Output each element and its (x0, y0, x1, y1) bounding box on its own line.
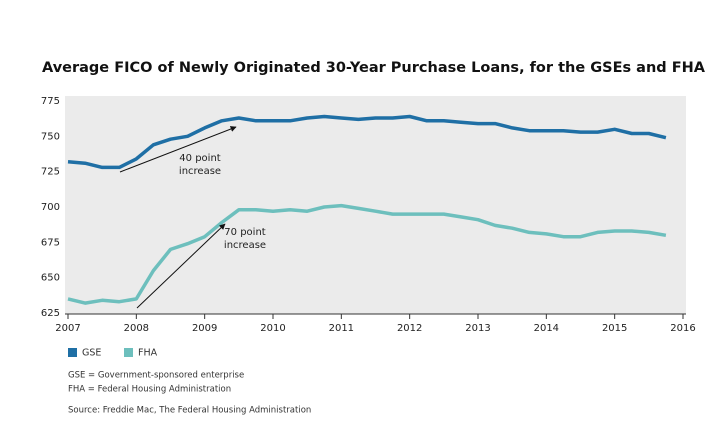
y-tick-label: 675 (41, 237, 60, 248)
x-tick-label: 2011 (329, 323, 354, 334)
x-tick-label: 2012 (397, 323, 422, 334)
annotation-text: 40 point (179, 153, 220, 164)
series-line (67, 203, 667, 305)
x-tick-label: 2013 (465, 323, 490, 334)
legend-swatch (124, 348, 133, 357)
y-tick-label: 625 (41, 308, 60, 319)
annotation-arrow (136, 223, 226, 309)
y-tick-label: 700 (41, 202, 60, 213)
y-tick-label: 750 (41, 131, 60, 142)
footnote: FHA = Federal Housing Administration (68, 385, 231, 395)
y-tick-label: 650 (41, 273, 60, 284)
chart-title: Average FICO of Newly Originated 30-Year… (42, 60, 706, 76)
x-tick-label: 2015 (602, 323, 627, 334)
plot-background (65, 96, 686, 314)
x-tick-label: 2007 (55, 323, 80, 334)
x-tick-label: 2014 (534, 323, 559, 334)
x-tick-label: 2008 (124, 323, 149, 334)
y-tick-label: 775 (41, 96, 60, 107)
legend-label: FHA (138, 348, 158, 359)
annotation-text: increase (179, 166, 221, 177)
annotation-text: 70 point (224, 227, 265, 238)
footnote: GSE = Government-sponsored enterprise (68, 371, 244, 381)
y-tick-label: 725 (41, 167, 60, 178)
source: Source: Freddie Mac, The Federal Housing… (68, 406, 311, 416)
x-tick-label: 2009 (192, 323, 217, 334)
legend-label: GSE (82, 348, 101, 359)
x-tick-label: 2010 (260, 323, 285, 334)
x-tick-label: 2016 (670, 323, 695, 334)
legend-swatch (68, 348, 77, 357)
series-line (67, 114, 667, 170)
annotation-text: increase (224, 240, 266, 251)
annotation-arrow (119, 126, 237, 173)
